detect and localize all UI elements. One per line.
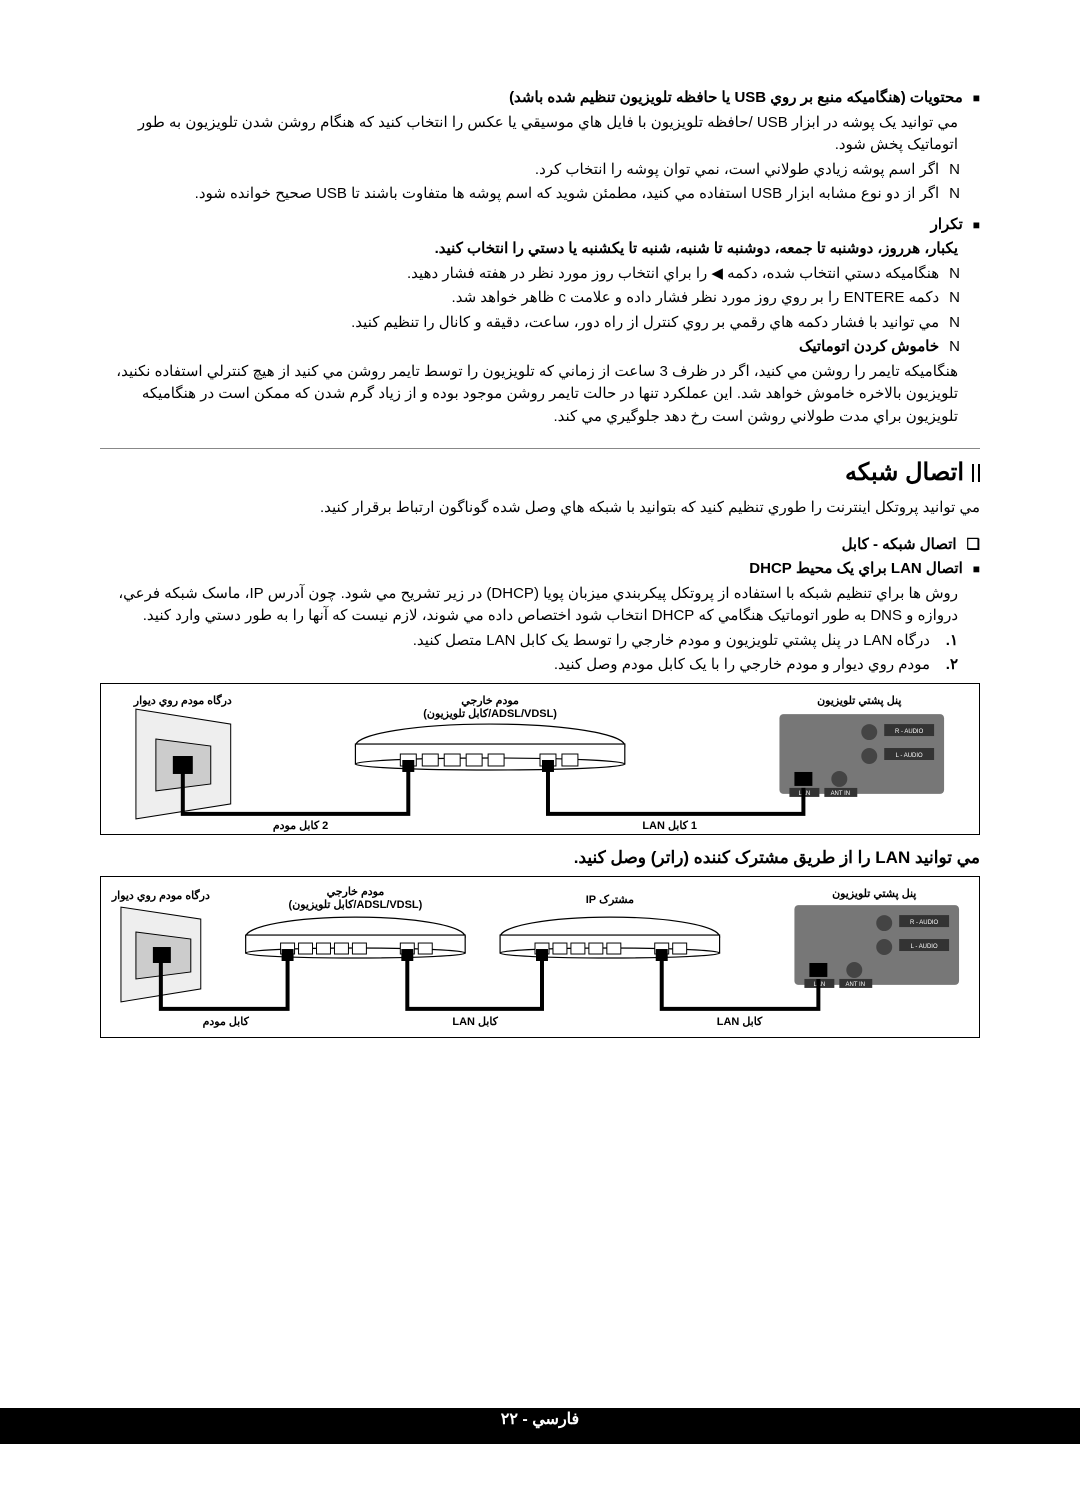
svg-text:كابل LAN: كابل LAN [717,1016,763,1028]
external-modem: مودم خارجي (ADSL/VDSL/كابل تلويزيون) [355,695,624,770]
contents-n2: اگر از دو نوع مشابه ابزار USB استفاده مي… [100,183,980,206]
svg-text:ANT IN: ANT IN [846,982,865,988]
auto-off-body: هنگاميكه تايمر را روشن مي كنيد، اگر در ظ… [100,361,980,429]
contents-body: مي توانيد يک پوشه در ابزار USB /حافظه تل… [100,112,980,157]
repeat-n2: دكمه ENTERE را بر روي روز مورد نظر فشار … [100,287,980,310]
svg-text:كابل LAN: كابل LAN [452,1016,498,1028]
svg-text:1 كابل LAN: 1 كابل LAN [642,819,697,831]
cable-lan-tv: كابل LAN [656,949,819,1028]
svg-text:مودم خارجي: مودم خارجي [461,695,519,708]
network-intro: مي توانيد پروتكل اينترنت را طوري تنظيم ك… [100,497,980,520]
auto-off-heading: خاموش كردن اتوماتيک [100,336,980,359]
svg-text:L - AUDIO: L - AUDIO [896,753,923,759]
svg-text:ANT IN: ANT IN [831,790,850,796]
svg-text:L - AUDIO: L - AUDIO [911,944,938,950]
svg-text:(ADSL/VDSL/كابل تلويزيون): (ADSL/VDSL/كابل تلويزيون) [289,899,423,911]
external-modem-2: مودم خارجي (ADSL/VDSL/كابل تلويزيون) [246,886,465,958]
cable-lan: 1 كابل LAN [542,759,803,831]
contents-heading-text: محتويات (هنگاميكه منبع بر روي USB يا حاف… [509,87,963,110]
net-step1: ١. درگاه LAN در پنل پشتي تلويزيون و مودم… [100,630,980,653]
svg-text:(ADSL/VDSL/كابل تلويزيون): (ADSL/VDSL/كابل تلويزيون) [423,708,557,720]
svg-text:2 كابل مودم: 2 كابل مودم [273,819,328,831]
net-step2: ٢. مودم روي ديوار و مودم خارجي را با يک … [100,654,980,677]
svg-text:مودم خارجي: مودم خارجي [327,886,385,899]
svg-text:درگاه مودم روي ديوار: درگاه مودم روي ديوار [111,888,210,903]
router-sentence: مي توانيد LAN را از طريق مشترک كننده (را… [100,845,980,871]
repeat-heading-text: تكرار [931,214,963,237]
ip-sharer: مشترک IP [500,894,719,958]
repeat-body: يكبار، هرروز، دوشنبه تا جمعه، دوشنبه تا … [100,238,980,261]
svg-text:درگاه مودم روي ديوار: درگاه مودم روي ديوار [133,693,232,708]
network-title: اتصال شبكه [100,448,980,491]
cable-lan-mid: كابل LAN [401,949,548,1028]
contents-heading: محتويات (هنگاميكه منبع بر روي USB يا حاف… [100,87,980,110]
svg-text:مشترک IP: مشترک IP [586,894,634,906]
svg-text:كابل مودم: كابل مودم [203,1016,250,1028]
tv-back-panel-2: پنل پشتي تلويزيون R - AUDIO L - AUDIO LA… [794,888,959,988]
net-dhcp-heading: اتصال LAN براي يک محيط DHCP [100,558,980,581]
diagram-lan-direct: درگاه مودم روي ديوار مودم خارجي (ADSL/VD… [100,683,980,835]
net-dhcp-body: روش ها براي تنظيم شبكه با استفاده از پرو… [100,583,980,628]
repeat-n1: هنگاميكه دستي انتخاب شده، دكمه ◀ را براي… [100,263,980,286]
page-footer: فارسي - ٢٢ [0,1408,1080,1432]
svg-text:R - AUDIO: R - AUDIO [895,729,924,735]
svg-text:R - AUDIO: R - AUDIO [910,920,939,926]
svg-text:پنل پشتي تلويزيون: پنل پشتي تلويزيون [817,695,901,708]
diagram-lan-router: درگاه مودم روي ديوار مودم خارجي (ADSL/VD… [100,876,980,1038]
contents-n1: اگر اسم پوشه زيادي طولاني است، نمي توان … [100,159,980,182]
net-cable-heading: اتصال شبكه - كابل [100,534,980,557]
tv-back-panel: پنل پشتي تلويزيون R - AUDIO L - AUDIO LA… [779,695,944,797]
repeat-heading: تكرار [100,214,980,237]
svg-text:پنل پشتي تلويزيون: پنل پشتي تلويزيون [832,888,916,901]
repeat-n3: مي توانيد با فشار دكمه هاي رقمي بر روي ك… [100,312,980,335]
